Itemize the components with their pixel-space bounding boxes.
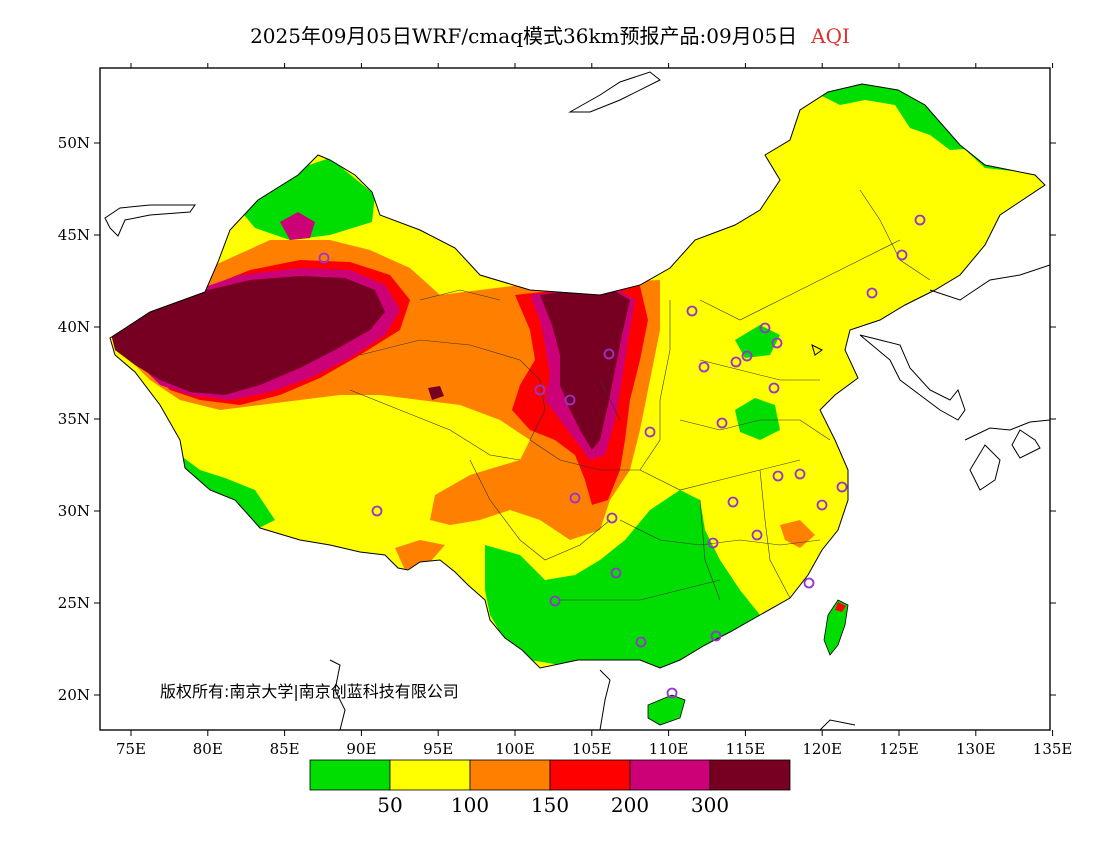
- x-tick-label: 135E: [1033, 740, 1073, 758]
- colorbar-label: 300: [691, 793, 729, 817]
- province-boundaries: [349, 189, 931, 601]
- colorbar-swatch: [709, 759, 791, 791]
- green-bohai: [735, 325, 780, 358]
- copyright-text: 版权所有:南京大学|南京创蓝科技有限公司: [160, 682, 459, 701]
- colorbar-label: 200: [611, 793, 649, 817]
- colorbar-swatch: [309, 759, 391, 791]
- china-border: [109, 83, 1046, 669]
- y-tick-label: 50N: [58, 134, 90, 152]
- colorbar-swatch: [549, 759, 631, 791]
- taiwan-red: [835, 602, 846, 612]
- x-tick-label: 95E: [423, 740, 453, 758]
- colorbar-label: 150: [531, 793, 569, 817]
- x-tick-label: 75E: [116, 740, 146, 758]
- x-tick-label: 80E: [193, 740, 223, 758]
- colorbar-swatch: [389, 759, 471, 791]
- x-axis: 75E 80E 85E 90E 95E 100E 105E 110E 115E 120E 125E 1…: [116, 63, 1072, 758]
- x-tick-label: 125E: [879, 740, 919, 758]
- y-tick-label: 45N: [58, 226, 90, 244]
- magenta-north-spot: [280, 212, 315, 240]
- y-tick-label: 30N: [58, 502, 90, 520]
- maroon-central: [540, 288, 630, 450]
- x-tick-label: 105E: [572, 740, 612, 758]
- orange-tibet-south: [395, 540, 445, 570]
- green-northwest: [240, 158, 375, 240]
- y-tick-label: 20N: [58, 686, 90, 704]
- y-tick-label: 35N: [58, 410, 90, 428]
- x-tick-label: 120E: [802, 740, 842, 758]
- map-border: [99, 67, 1051, 731]
- colorbar: 50 100 150 200 300: [309, 759, 791, 817]
- x-tick-label: 110E: [649, 740, 689, 758]
- map-title: 2025年09月05日WRF/cmaq模式36km预报产品:09月05日 AQI: [0, 20, 1100, 49]
- x-tick-label: 85E: [270, 740, 300, 758]
- station-markers: [318, 214, 926, 699]
- orange-southeast-spot: [780, 520, 815, 548]
- colorbar-label: 50: [377, 793, 402, 817]
- y-tick-label: 40N: [58, 318, 90, 336]
- title-variable: AQI: [811, 24, 850, 48]
- y-tick-label: 25N: [58, 594, 90, 612]
- colorbar-swatch: [469, 759, 551, 791]
- hainan: [647, 694, 686, 726]
- maroon-spot: [428, 386, 444, 400]
- x-tick-label: 115E: [726, 740, 766, 758]
- x-tick-label: 130E: [956, 740, 996, 758]
- y-axis: 50N 45N 40N 35N 30N 25N 20N: [58, 134, 1056, 704]
- x-tick-label: 90E: [346, 740, 376, 758]
- taiwan: [823, 599, 849, 656]
- maroon-taklamakan: [110, 276, 385, 395]
- colorbar-label: 100: [451, 793, 489, 817]
- green-central-east: [735, 398, 780, 440]
- neighbour-coastlines: [104, 71, 1050, 730]
- x-tick-label: 100E: [495, 740, 535, 758]
- colorbar-swatch: [629, 759, 711, 791]
- green-south: [485, 490, 760, 668]
- title-text: 2025年09月05日WRF/cmaq模式36km预报产品:09月05日: [250, 24, 798, 48]
- copyright: 版权所有:南京大学|南京创蓝科技有限公司: [160, 682, 459, 701]
- green-southwest-tibet: [180, 455, 275, 530]
